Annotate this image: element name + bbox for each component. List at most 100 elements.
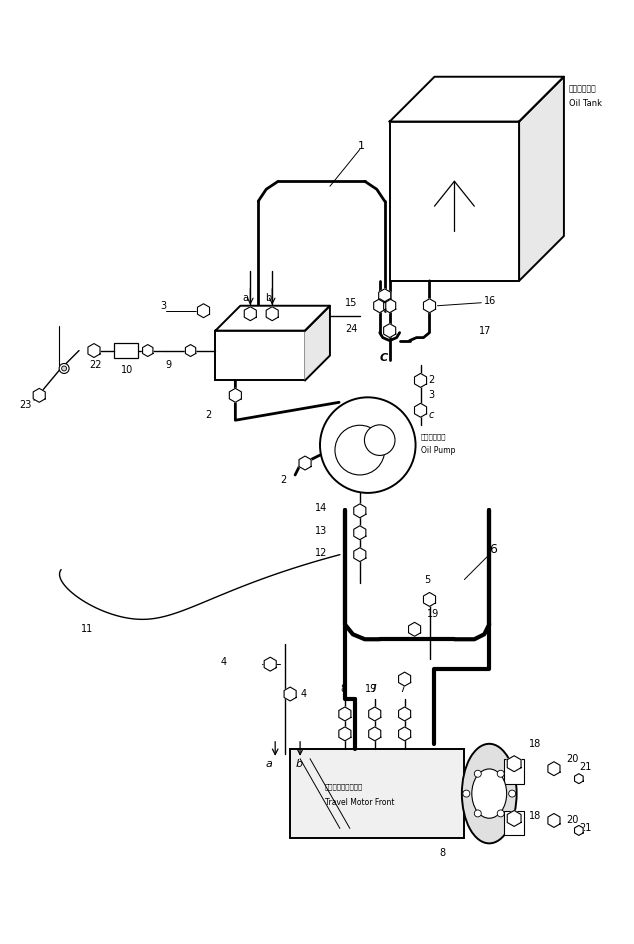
Text: 3: 3 [429, 390, 435, 400]
Text: 2: 2 [280, 475, 287, 485]
Circle shape [497, 770, 504, 777]
Polygon shape [415, 374, 427, 387]
Polygon shape [339, 707, 351, 721]
Polygon shape [284, 687, 296, 701]
Circle shape [320, 397, 415, 493]
Text: Oil Tank: Oil Tank [569, 98, 602, 108]
Polygon shape [244, 307, 256, 321]
Text: 20: 20 [566, 816, 578, 825]
Text: b: b [295, 759, 302, 768]
Text: 12: 12 [315, 548, 327, 558]
Text: 7: 7 [370, 684, 376, 694]
Polygon shape [548, 814, 560, 828]
Polygon shape [384, 298, 396, 312]
Polygon shape [574, 774, 583, 784]
Polygon shape [399, 672, 411, 686]
Circle shape [335, 425, 385, 475]
Polygon shape [354, 548, 366, 562]
Polygon shape [378, 289, 391, 303]
Text: 14: 14 [315, 503, 327, 513]
Polygon shape [143, 345, 153, 357]
Text: 21: 21 [579, 762, 592, 771]
Text: C: C [380, 353, 388, 363]
Polygon shape [339, 727, 351, 741]
Text: 7: 7 [399, 684, 406, 694]
Circle shape [365, 425, 395, 455]
Text: 9: 9 [165, 361, 172, 370]
Polygon shape [519, 76, 564, 281]
Bar [504, 811, 524, 835]
Polygon shape [216, 306, 330, 330]
Bar [390, 122, 519, 281]
Bar [504, 759, 524, 784]
Text: 1: 1 [358, 142, 365, 151]
Polygon shape [507, 756, 521, 771]
Text: 11: 11 [81, 624, 93, 634]
Circle shape [59, 363, 69, 374]
Polygon shape [373, 298, 385, 312]
Ellipse shape [462, 744, 517, 843]
Circle shape [508, 790, 515, 797]
Text: Travel Motor Front: Travel Motor Front [325, 798, 394, 807]
Polygon shape [264, 657, 276, 671]
Text: 4: 4 [300, 689, 306, 699]
Polygon shape [507, 811, 521, 826]
Polygon shape [399, 707, 411, 721]
Text: 8: 8 [340, 684, 346, 694]
Polygon shape [33, 388, 45, 402]
Circle shape [474, 810, 481, 817]
Text: 3: 3 [160, 301, 167, 311]
Circle shape [463, 790, 470, 797]
Text: c: c [429, 411, 434, 420]
Text: オイルポンプ: オイルポンプ [420, 434, 446, 441]
Polygon shape [305, 306, 330, 380]
Polygon shape [369, 707, 381, 721]
Bar [114, 343, 138, 359]
Polygon shape [574, 825, 583, 835]
Text: 21: 21 [579, 823, 592, 834]
Bar [290, 749, 464, 838]
Circle shape [61, 366, 67, 371]
Text: 18: 18 [529, 739, 541, 749]
Text: 2: 2 [205, 411, 212, 420]
Text: 20: 20 [566, 753, 578, 764]
Text: 10: 10 [121, 365, 133, 376]
Text: 6: 6 [489, 543, 497, 556]
Polygon shape [185, 345, 196, 357]
Text: 4: 4 [221, 657, 226, 667]
Text: 19: 19 [365, 684, 377, 694]
Text: 18: 18 [529, 812, 541, 821]
Text: 22: 22 [89, 361, 101, 370]
Text: 17: 17 [479, 326, 491, 336]
Text: 13: 13 [315, 526, 327, 536]
Polygon shape [354, 526, 366, 540]
Polygon shape [369, 727, 381, 741]
Bar [216, 330, 305, 380]
Text: 2: 2 [429, 376, 435, 385]
Polygon shape [88, 344, 100, 358]
Text: 15: 15 [345, 297, 357, 308]
Circle shape [497, 810, 504, 817]
Text: 23: 23 [19, 400, 32, 411]
Polygon shape [299, 456, 311, 470]
Polygon shape [266, 307, 278, 321]
Ellipse shape [472, 769, 507, 818]
Text: b: b [265, 293, 271, 303]
Text: 8: 8 [439, 849, 446, 858]
Polygon shape [424, 298, 436, 312]
Text: a: a [242, 293, 249, 303]
Polygon shape [384, 324, 396, 338]
Circle shape [474, 770, 481, 777]
Text: 5: 5 [425, 575, 430, 584]
Polygon shape [548, 762, 560, 776]
Polygon shape [197, 304, 209, 318]
Polygon shape [408, 622, 420, 636]
Text: 走行モータフロント: 走行モータフロント [325, 784, 363, 790]
Polygon shape [424, 593, 436, 606]
Text: a: a [265, 759, 272, 768]
Polygon shape [390, 76, 564, 122]
Text: Oil Pump: Oil Pump [420, 446, 455, 455]
Polygon shape [230, 388, 242, 402]
Text: 16: 16 [484, 295, 496, 306]
Polygon shape [354, 504, 366, 518]
